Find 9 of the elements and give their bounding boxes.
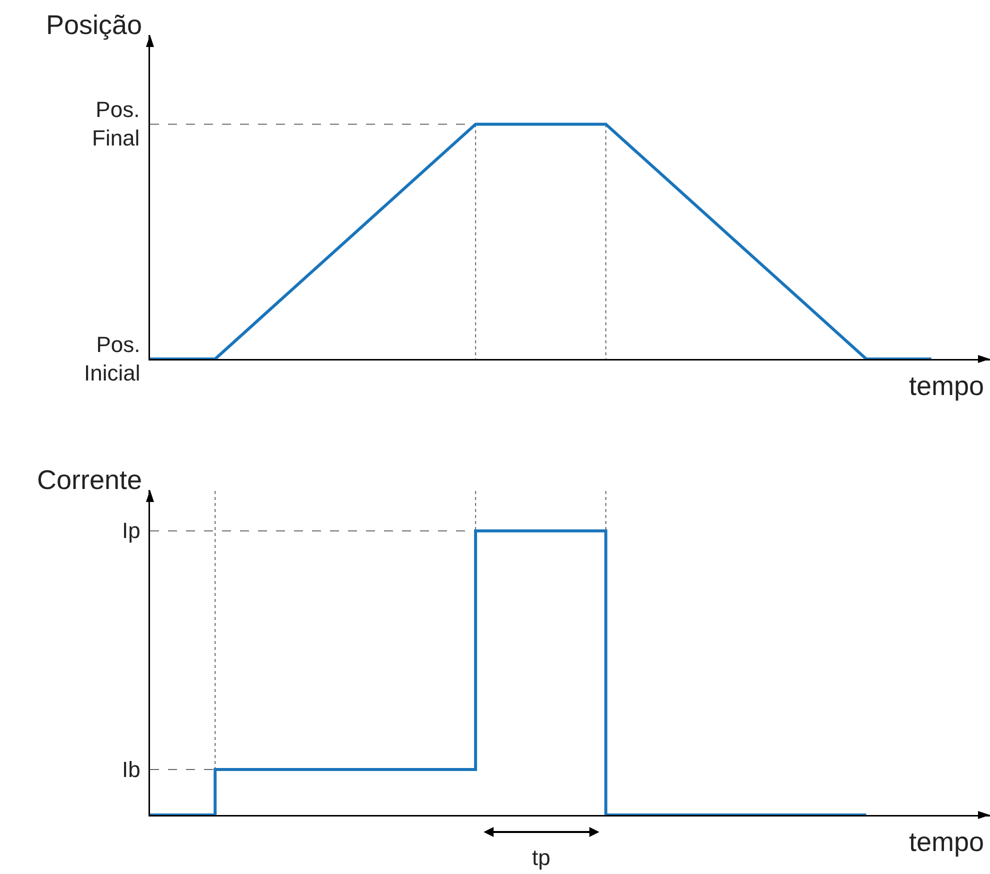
ref-line-label: Pos. Final — [92, 97, 140, 151]
y-axis-title: Corrente — [37, 465, 142, 495]
ref-line-label: Ib — [122, 757, 140, 782]
ref-line-label: Ip — [122, 518, 140, 543]
ref-line-label: Pos. Inicial — [84, 332, 140, 386]
y-axis-title: Posição — [46, 10, 142, 40]
text: tp — [532, 845, 550, 870]
x-axis-title: tempo — [909, 827, 984, 857]
x-axis-title: tempo — [909, 371, 984, 401]
